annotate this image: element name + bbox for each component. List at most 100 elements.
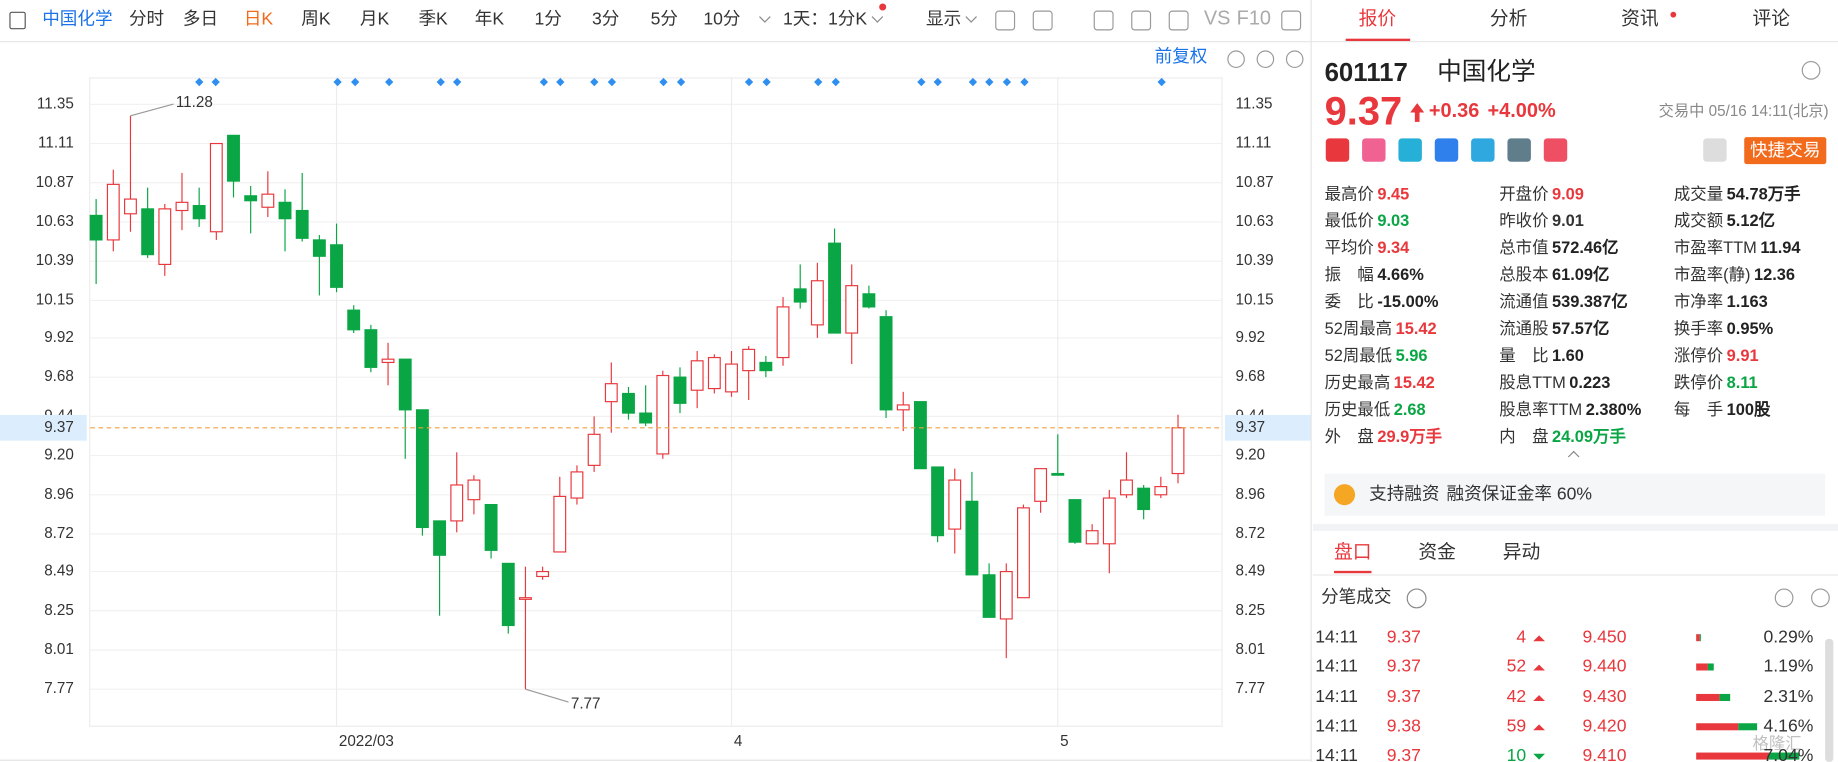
y-tick-label: 10.87 [36,174,74,191]
trade-share: 2.31% [1763,686,1814,707]
quote-label: 总股本 [1499,264,1549,284]
chart-tool-icon[interactable] [1227,50,1245,68]
feature-icon[interactable] [1507,138,1531,162]
period-tab[interactable]: 1分 [534,9,562,30]
quote-row: 量 比 1.60 [1499,345,1584,367]
settings-icon[interactable] [995,10,1016,31]
candle-body [828,242,841,334]
trade-price: 9.37 [1386,686,1421,707]
camera-icon[interactable] [1093,10,1114,31]
event-marker [1157,77,1166,87]
order-price: 9.430 [1582,686,1627,707]
period-tab[interactable]: 分时 [128,9,165,30]
candle-body [433,520,447,556]
panel-tab[interactable]: 报价 [1358,9,1397,30]
scrollbar[interactable] [1825,638,1834,762]
candle-body [707,356,721,390]
quote-row: 平均价 9.34 [1325,237,1410,259]
period-tab[interactable]: 月K [359,9,390,30]
sub-tab[interactable]: 资金 [1418,542,1456,563]
event-marker [968,77,978,87]
square-icon[interactable] [1032,10,1053,31]
sub-tab[interactable]: 异动 [1502,542,1541,563]
menu-icon[interactable] [9,11,26,30]
quote-row: 跌停价 8.11 [1674,372,1758,394]
adjust-button[interactable]: 前复权 [1154,46,1208,67]
x-tick-label: 2022/03 [339,733,394,750]
y-tick-label: 10.39 [36,252,74,269]
trade-volume: 10 [1506,745,1527,762]
period-tab[interactable]: 多日 [182,9,219,30]
candle-body [1154,486,1168,496]
expand-icon[interactable] [1168,10,1189,31]
feature-icon[interactable] [1543,138,1568,162]
candle-body [1171,427,1185,475]
change-pct: +4.00% [1487,99,1556,122]
quote-label: 涨停价 [1673,345,1724,365]
quote-value: 9.45 [1377,184,1410,203]
list-icon[interactable] [1811,588,1830,608]
display-select[interactable]: 显示 [926,9,962,30]
feature-icon[interactable] [1362,138,1386,162]
expand-chevron[interactable] [1567,450,1580,463]
quote-label: 市净率 [1673,291,1724,311]
f10-button[interactable]: F10 [1236,7,1272,30]
quote-label: 成交额 [1673,210,1724,230]
period-tab[interactable]: 3分 [591,9,620,30]
candle-body [536,570,550,578]
candle-body [587,433,601,466]
quote-label: 股息率TTM [1499,399,1583,419]
interval-select[interactable]: 1天：1分K [783,9,868,30]
feature-icon[interactable] [1325,138,1350,162]
candle-body [192,205,206,220]
y-tick-label-right: 8.25 [1235,602,1265,619]
period-tab[interactable]: 季K [418,9,448,30]
feature-icon[interactable] [1434,138,1459,162]
quote-label: 52周最低 [1324,345,1393,365]
candle-body [656,374,670,455]
period-tab[interactable]: 日K [243,9,274,30]
vs-button[interactable]: VS [1203,7,1231,30]
bell-icon[interactable] [1703,138,1727,162]
quick-trade-button[interactable]: 快捷交易 [1744,137,1827,165]
period-tab[interactable]: 10分 [703,9,741,30]
event-marker [917,77,926,87]
last-price-box-right [1224,414,1311,441]
candle-body [690,360,704,391]
event-marker [195,77,204,87]
panel-tab[interactable]: 资讯 [1621,9,1659,30]
settings-icon[interactable] [1801,60,1821,80]
notify-dot [879,3,887,11]
subtabs-border [1312,574,1838,576]
candle-body [862,293,876,308]
candle-body [742,348,756,372]
quote-value: 9.03 [1377,210,1410,230]
chart-tool-icon[interactable] [1256,50,1275,68]
stock-tab[interactable]: 中国化学 [42,9,113,30]
info-icon[interactable] [1406,588,1427,609]
period-tab[interactable]: 5分 [650,9,678,30]
feature-icon[interactable] [1398,138,1422,162]
margin-icon [1333,484,1356,506]
quote-row: 52周最低 5.96 [1325,345,1428,367]
panel-tab[interactable]: 评论 [1752,9,1790,30]
chart-tool-icon[interactable] [1285,50,1304,68]
quote-label: 昨收价 [1499,210,1549,230]
feature-icon[interactable] [1471,138,1495,162]
sub-tab[interactable]: 盘口 [1333,542,1372,563]
event-marker [814,77,823,87]
quote-row: 市净率 1.163 [1674,291,1768,313]
list-icon[interactable] [1774,588,1794,608]
edit-icon[interactable] [1131,10,1152,31]
panel-tab[interactable]: 分析 [1489,9,1528,30]
last-price-label: 9.37 [44,419,74,436]
period-tab[interactable]: 周K [301,9,331,30]
candle-body [845,285,859,334]
quote-row: 每 手 100股 [1674,399,1771,421]
candle-body [330,244,343,288]
quote-row: 内 盘 24.09万手 [1499,426,1626,448]
candle-body [244,195,258,202]
y-tick-label: 11.35 [37,95,74,112]
period-tab[interactable]: 年K [474,9,505,30]
panel-icon[interactable] [1281,10,1302,31]
